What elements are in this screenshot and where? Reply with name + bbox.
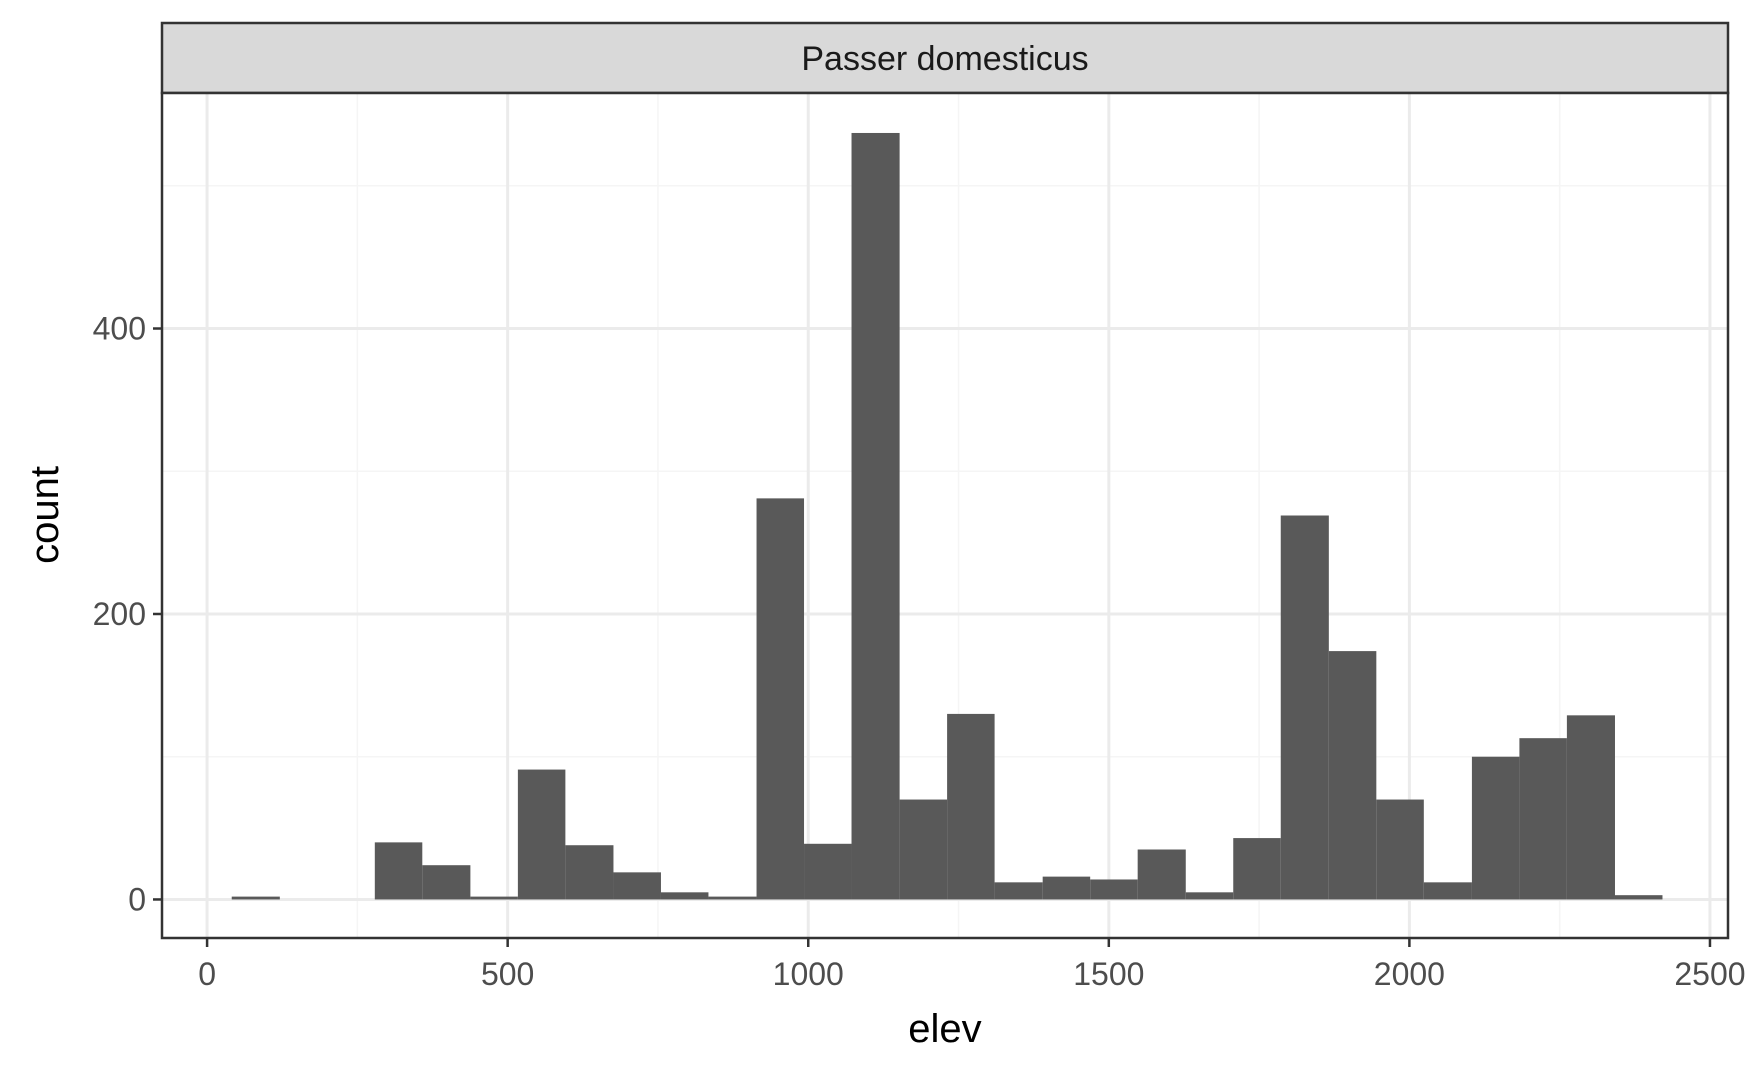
facet-strip: Passer domesticus bbox=[160, 21, 1730, 95]
x-tick-label: 1500 bbox=[1073, 956, 1144, 992]
histogram-bar bbox=[1328, 651, 1377, 900]
histogram-bar bbox=[1614, 895, 1663, 900]
facet-strip-label: Passer domesticus bbox=[801, 40, 1088, 78]
minor-grid bbox=[162, 93, 1728, 938]
histogram-bar bbox=[565, 845, 614, 900]
histogram-bar bbox=[804, 843, 852, 900]
histogram-bar bbox=[708, 896, 757, 900]
histogram-bar bbox=[1042, 876, 1091, 900]
histogram-bar bbox=[517, 769, 566, 900]
x-axis: 0 500 1000 1500 2000 2500 bbox=[198, 938, 1746, 992]
y-tick-label: 400 bbox=[93, 311, 146, 347]
histogram-bar bbox=[231, 896, 280, 900]
histogram-bars bbox=[231, 132, 1663, 900]
histogram-bar bbox=[756, 498, 805, 900]
x-tick-label: 1000 bbox=[773, 956, 844, 992]
x-tick-label: 0 bbox=[198, 956, 216, 992]
histogram-bar bbox=[1233, 838, 1281, 900]
x-axis-title: elev bbox=[908, 1007, 981, 1051]
histogram-bar bbox=[1185, 892, 1234, 900]
panel-border bbox=[160, 91, 1730, 940]
histogram-bar bbox=[470, 896, 518, 900]
histogram-bar bbox=[1137, 849, 1186, 900]
facet-strip-background bbox=[160, 21, 1730, 95]
x-tick-label: 2000 bbox=[1374, 956, 1445, 992]
histogram-bar bbox=[1423, 882, 1472, 900]
x-tick-label: 500 bbox=[481, 956, 534, 992]
histogram-bar bbox=[947, 713, 995, 900]
histogram-bar bbox=[899, 799, 948, 900]
panel-background bbox=[162, 93, 1728, 938]
x-tick-label: 2500 bbox=[1674, 956, 1745, 992]
histogram-bar bbox=[613, 872, 661, 900]
histogram-bar bbox=[1566, 715, 1615, 900]
histogram-bar bbox=[422, 865, 471, 900]
histogram-bar bbox=[1519, 738, 1567, 900]
histogram-bar bbox=[660, 892, 709, 900]
histogram-bar bbox=[994, 882, 1043, 900]
histogram-bar bbox=[1090, 879, 1138, 900]
histogram-bar bbox=[1280, 515, 1329, 900]
plot-panel bbox=[160, 91, 1730, 940]
histogram-bar bbox=[851, 132, 900, 900]
histogram-bar bbox=[1376, 799, 1424, 900]
y-tick-label: 200 bbox=[93, 596, 146, 632]
y-tick-label: 0 bbox=[128, 881, 146, 917]
y-axis: 0 200 400 bbox=[93, 311, 162, 917]
y-axis-title: count bbox=[23, 466, 67, 564]
histogram-bar bbox=[374, 842, 423, 900]
histogram-bar bbox=[1471, 756, 1520, 900]
